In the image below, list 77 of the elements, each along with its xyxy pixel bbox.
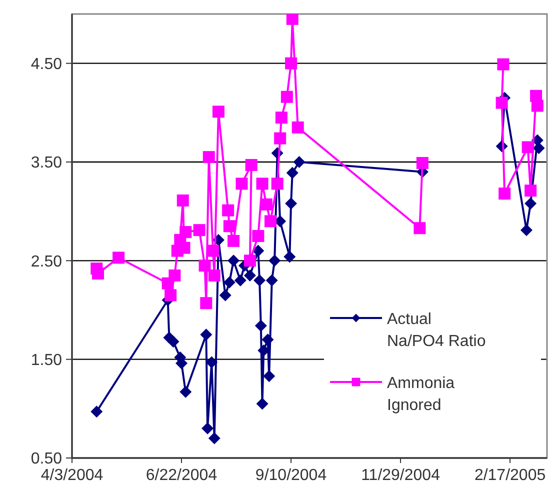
point	[219, 289, 232, 302]
x-tick-label: 6/22/2004	[146, 467, 218, 484]
y-tick-label: 2.50	[30, 253, 62, 270]
point	[286, 166, 298, 179]
point	[416, 156, 428, 169]
point	[254, 274, 266, 286]
y-tick-label: 4.50	[30, 56, 62, 73]
point	[285, 57, 298, 70]
point	[228, 234, 240, 247]
point	[208, 432, 220, 444]
point	[244, 269, 256, 282]
point	[193, 224, 206, 236]
point	[524, 184, 537, 197]
point	[256, 398, 268, 410]
point	[90, 406, 103, 418]
point	[245, 158, 258, 171]
legend-label: Ammonia Ignored	[387, 375, 455, 414]
point	[252, 244, 264, 257]
point	[293, 156, 306, 168]
point	[520, 224, 532, 236]
point	[198, 260, 211, 272]
point	[532, 142, 545, 154]
point	[496, 96, 508, 109]
point	[262, 334, 274, 346]
y-tick-label: 0.50	[30, 450, 62, 468]
point	[266, 274, 278, 286]
point	[180, 386, 192, 398]
point	[284, 250, 296, 263]
x-tick-label: 11/29/2004	[361, 467, 440, 484]
point	[206, 244, 219, 257]
point	[112, 252, 125, 264]
point	[222, 204, 234, 216]
point	[200, 328, 212, 341]
point	[285, 197, 298, 210]
point	[167, 336, 180, 348]
x-tick-label: 4/3/2004	[40, 467, 104, 484]
point	[531, 100, 544, 112]
point	[260, 198, 272, 210]
point	[228, 254, 240, 267]
point	[223, 276, 236, 288]
point	[497, 58, 510, 70]
point	[252, 230, 264, 242]
point	[168, 269, 181, 282]
point	[254, 320, 267, 332]
point	[498, 188, 511, 200]
point	[263, 370, 276, 382]
point	[274, 132, 286, 144]
point	[522, 141, 534, 154]
point	[256, 178, 268, 190]
point	[280, 90, 293, 103]
point	[244, 254, 256, 267]
y-tick-label: 1.50	[30, 352, 62, 369]
x-tick-label: 2/17/2005	[474, 467, 546, 484]
point	[268, 254, 281, 267]
point	[292, 121, 304, 134]
point	[164, 289, 177, 302]
point	[208, 269, 220, 282]
point	[180, 226, 192, 238]
point	[286, 14, 298, 25]
point	[202, 422, 214, 434]
point	[200, 297, 212, 310]
x-tick-label: 9/10/2004	[255, 467, 327, 484]
point	[271, 178, 284, 190]
y-tick-label: 3.50	[30, 154, 62, 172]
point	[92, 267, 104, 280]
point	[206, 356, 218, 368]
point	[414, 222, 426, 234]
point	[236, 178, 248, 190]
point	[212, 106, 224, 118]
point	[275, 112, 288, 124]
point	[202, 151, 215, 164]
point	[524, 197, 537, 210]
point	[176, 194, 189, 206]
point	[234, 274, 246, 286]
point	[264, 215, 276, 228]
point	[223, 220, 236, 232]
legend-label: Actual Na/PO4 Ratio	[387, 311, 486, 350]
